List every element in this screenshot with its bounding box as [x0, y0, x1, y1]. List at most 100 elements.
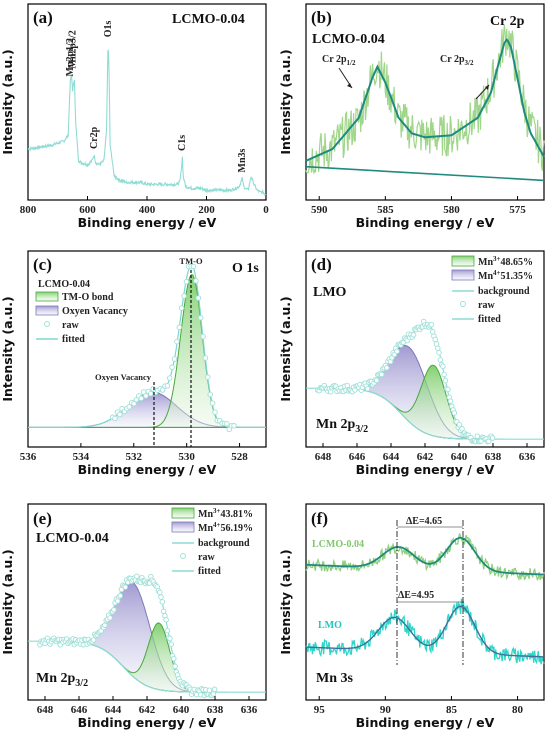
survey-spectrum-line	[27, 49, 267, 197]
panel-label-f: (f)	[311, 509, 328, 528]
panel-label-d: (d)	[311, 255, 332, 274]
raw-point	[231, 423, 237, 429]
x-ticks-b: 590 585 580 575	[311, 196, 526, 216]
raw-point	[138, 395, 144, 402]
x-axis-label-e: Binding energy / eV	[78, 715, 217, 730]
raw-point	[143, 393, 149, 399]
x-tick-label: 800	[20, 204, 37, 216]
legend-mn4-e: Mn4+56.19%	[198, 521, 253, 534]
raw-point	[209, 400, 216, 406]
series-label-lmo: LMO	[318, 620, 342, 631]
legend-bg-d: background	[478, 286, 530, 297]
raw-point	[159, 387, 166, 393]
x-tick-label: 580	[443, 204, 460, 216]
raw-point	[157, 589, 163, 596]
panel-f: (f) ΔE=4.65 ΔE=4.95 LCMO-0.04 LMO Mn 3s …	[278, 503, 545, 730]
legend-raw-d: raw	[478, 300, 495, 311]
x-axis-label-f: Binding energy / eV	[356, 715, 495, 730]
raw-point	[178, 305, 185, 311]
series-label-lcmo: LCMO-0.04	[312, 539, 364, 550]
raw-point	[197, 315, 204, 321]
raw-point	[147, 390, 154, 397]
sample-label-e: LCMO-0.04	[36, 531, 109, 546]
x-tick-label: 585	[377, 204, 394, 216]
raw-point	[133, 397, 140, 403]
x-ticks-a: 800 600 400 200 0	[20, 196, 269, 216]
raw-point	[90, 637, 97, 643]
cr2p-background-line	[305, 165, 545, 182]
legend-mn4-d: Mn4+51.35%	[478, 269, 533, 282]
raw-point	[176, 324, 183, 330]
x-tick-label: 640	[451, 451, 468, 463]
legend-swatch-mn3-e	[171, 507, 195, 519]
cr2p32-label: Cr 2p3/2	[440, 54, 474, 67]
delta-e-lcmo: ΔE=4.65	[406, 516, 442, 527]
raw-point	[410, 332, 417, 338]
raw-points-e	[37, 573, 218, 699]
x-tick-label: 648	[37, 704, 54, 716]
panel-title-d: Mn 2p3/2	[316, 417, 368, 435]
raw-point	[112, 415, 118, 422]
raw-point	[373, 377, 380, 384]
cr2p-fit-line	[305, 38, 545, 162]
raw-point	[456, 421, 463, 428]
raw-point	[164, 627, 171, 634]
legend-swatch-mn4-e	[171, 521, 195, 533]
panel-title-e: Mn 2p3/2	[36, 671, 88, 689]
x-tick-label: 636	[519, 451, 536, 463]
legend-swatch-mn4-d	[451, 269, 475, 281]
x-axis-label-a: Binding energy / eV	[78, 215, 217, 230]
legend-e: Mn3+43.81% Mn4+56.19% background raw fit…	[171, 507, 253, 577]
legend-swatch-vacancy	[35, 305, 59, 316]
raw-point	[163, 617, 169, 623]
raw-point	[432, 336, 438, 343]
x-tick-label: 646	[349, 451, 366, 463]
raw-point	[210, 691, 217, 697]
raw-point	[441, 371, 447, 378]
raw-point	[428, 321, 435, 328]
raw-point	[171, 655, 177, 662]
y-axis-label-a: Intensity (a.u.)	[0, 49, 15, 154]
raw-point	[166, 375, 173, 381]
raw-point	[172, 663, 178, 670]
x-tick-label: 575	[509, 204, 526, 216]
legend-fitted-e: fitted	[198, 566, 221, 577]
x-tick-label: 536	[20, 451, 37, 463]
peak-annotation: O1s	[103, 21, 114, 38]
raw-point	[134, 573, 140, 579]
raw-point	[111, 607, 117, 613]
lmo-fit-line	[306, 605, 544, 658]
y-axis-label-c: Intensity (a.u.)	[0, 296, 15, 401]
y-axis-label-b: Intensity (a.u.)	[278, 49, 293, 154]
raw-point	[169, 364, 175, 370]
raw-point	[202, 355, 209, 361]
panel-label-b: (b)	[311, 8, 332, 27]
sample-label-c: LCMO-0.04	[38, 279, 90, 290]
raw-point	[459, 426, 465, 432]
peak-annotation: C1s	[177, 135, 188, 151]
raw-point	[440, 363, 446, 369]
cr2p32-arrowhead	[485, 85, 489, 90]
raw-point	[190, 263, 197, 270]
x-tick-label: 530	[178, 451, 195, 463]
peak-annotation: Mn2p3/2	[67, 30, 78, 68]
peak-annotation: Cr2p	[89, 126, 100, 149]
raw-points-d	[315, 318, 496, 445]
plot-frame-c	[27, 250, 267, 448]
panel-c: (c) O 1s LCMO-0.04 TM-O Oxyen Vacancy TM…	[0, 250, 267, 477]
raw-point	[122, 584, 129, 590]
raw-point	[442, 377, 449, 384]
x-tick-label: 644	[383, 451, 400, 463]
plot-frame-b	[305, 3, 545, 201]
panel-title-a: LCMO-0.04	[172, 12, 245, 27]
cr2p12-label: Cr 2p1/2	[322, 54, 356, 67]
raw-point	[126, 404, 133, 410]
legend-c: TM-O bond Oxyen Vacancy raw fitted	[35, 291, 128, 345]
raw-point	[158, 594, 164, 600]
x-ticks-f: 95 90 85 80	[314, 696, 524, 716]
legend-label-tmo: TM-O bond	[62, 292, 114, 303]
x-tick-label: 636	[241, 704, 258, 716]
raw-point	[474, 433, 481, 439]
raw-point	[102, 622, 108, 629]
x-tick-label: 200	[198, 204, 215, 216]
